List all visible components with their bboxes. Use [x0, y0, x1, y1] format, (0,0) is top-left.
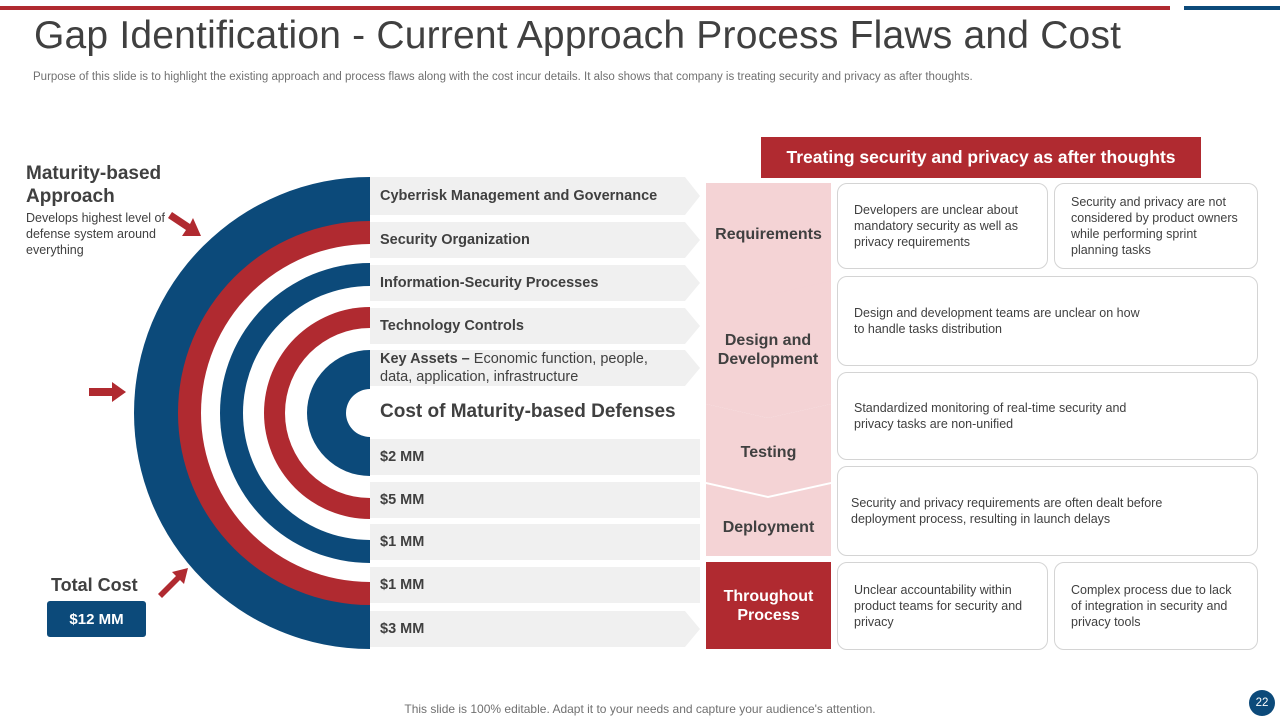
arrow-icon-1 [168, 212, 201, 236]
arrow-icon-2 [89, 382, 126, 402]
ring-center [346, 389, 370, 437]
cost-value-2: $5 MM [380, 492, 425, 508]
phase-label-throughout: Throughout Process [723, 588, 814, 624]
layer-band-3 [370, 265, 700, 301]
cost-band-3 [370, 524, 700, 560]
footer-note: This slide is 100% editable. Adapt it to… [404, 702, 876, 716]
card-deployment: Security and privacy requirements are of… [837, 466, 1258, 556]
page-title: Gap Identification - Current Approach Pr… [34, 14, 1122, 57]
purpose-text: Purpose of this slide is to highlight th… [33, 71, 973, 83]
cost-band-4 [370, 567, 700, 603]
phase-shape-deployment [706, 484, 831, 556]
layer-band-4 [370, 308, 700, 344]
card-throughout-accountability: Unclear accountability within product te… [837, 562, 1048, 650]
phase-label-design: Design and Development [717, 332, 819, 368]
cost-value-1: $2 MM [380, 449, 425, 465]
phase-shape-requirements [706, 183, 831, 296]
phase-label-deployment: Deployment [722, 518, 815, 536]
flaws-header: Treating security and privacy as after t… [761, 137, 1201, 178]
layer-label-cyberrisk: Cyberrisk Management and Governance [380, 188, 658, 204]
layer-label-infosec: Information-Security Processes [380, 275, 599, 291]
phase-label-testing: Testing [740, 443, 797, 461]
layer-band-5 [370, 350, 700, 386]
ring-5 [307, 350, 370, 476]
phase-shape-throughout [706, 562, 831, 649]
layer-band-1 [370, 177, 700, 215]
phase-label-requirements: Requirements [715, 225, 822, 243]
total-cost-badge: $12 MM [47, 601, 146, 637]
page-number: 22 [1249, 690, 1275, 716]
phase-shape-testing [706, 404, 831, 496]
phase-shape-design [706, 281, 831, 418]
cost-value-4: $1 MM [380, 577, 425, 593]
cost-band-5 [370, 611, 700, 647]
layer-label-security-org: Security Organization [380, 232, 530, 248]
top-accent-bar-red [0, 6, 1170, 10]
layer-band-2 [370, 222, 700, 258]
cost-band-1 [370, 439, 700, 475]
maturity-description: Develops highest level of defense system… [26, 211, 165, 257]
maturity-title: Maturity-based Approach [26, 163, 162, 207]
card-requirements-owners: Security and privacy are not considered … [1054, 183, 1258, 269]
cost-band-2 [370, 482, 700, 518]
cost-value-3: $1 MM [380, 534, 425, 550]
cost-value-5: $3 MM [380, 621, 425, 637]
layer-label-key-assets: Key Assets – Economic function, people, … [380, 351, 648, 385]
total-cost-label: Total Cost [51, 575, 138, 595]
card-throughout-complex: Complex process due to lack of integrati… [1054, 562, 1258, 650]
card-design: Design and development teams are unclear… [837, 276, 1258, 366]
card-testing: Standardized monitoring of real-time sec… [837, 372, 1258, 460]
card-requirements-developers: Developers are unclear about mandatory s… [837, 183, 1048, 269]
top-accent-bar-blue [1184, 6, 1280, 10]
layer-label-tech-controls: Technology Controls [380, 318, 524, 334]
arrow-icon-3 [158, 568, 188, 598]
cost-heading: Cost of Maturity-based Defenses [380, 401, 676, 422]
